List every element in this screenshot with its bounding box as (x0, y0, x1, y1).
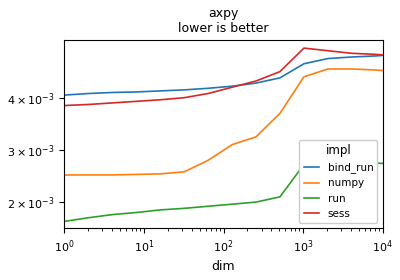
numpy (86, 173, 91, 177)
bind_run (302, 62, 306, 66)
bind_run (206, 87, 210, 90)
run (373, 161, 378, 165)
numpy (373, 68, 378, 72)
bind_run (158, 89, 163, 93)
run (380, 162, 385, 165)
sess (373, 53, 378, 56)
run (350, 160, 354, 164)
run (62, 220, 67, 223)
numpy (62, 173, 67, 177)
run (278, 195, 282, 199)
sess (134, 100, 139, 103)
numpy (254, 135, 258, 139)
run (326, 160, 330, 163)
numpy (350, 67, 354, 71)
run (302, 163, 306, 166)
numpy (110, 173, 115, 177)
numpy (278, 112, 282, 115)
bind_run (350, 55, 354, 59)
bind_run (230, 85, 234, 88)
run (134, 211, 139, 214)
run (158, 208, 163, 212)
bind_run (62, 94, 67, 97)
bind_run (380, 54, 385, 57)
sess (158, 98, 163, 101)
numpy (302, 75, 306, 78)
bind_run (86, 92, 91, 95)
sess (86, 103, 91, 106)
bind_run (278, 76, 282, 80)
X-axis label: dim: dim (212, 260, 235, 273)
numpy (206, 159, 210, 162)
sess (230, 86, 234, 89)
sess (110, 101, 115, 105)
sess (254, 79, 258, 83)
Legend: bind_run, numpy, run, sess: bind_run, numpy, run, sess (300, 140, 378, 223)
sess (182, 96, 186, 99)
Line: run: run (64, 161, 383, 221)
run (182, 207, 186, 210)
sess (326, 49, 330, 52)
numpy (326, 67, 330, 71)
sess (206, 92, 210, 95)
numpy (380, 69, 385, 72)
bind_run (373, 54, 378, 58)
sess (302, 46, 306, 50)
sess (380, 53, 385, 57)
Line: bind_run: bind_run (64, 55, 383, 95)
run (230, 202, 234, 206)
numpy (182, 170, 186, 174)
bind_run (182, 88, 186, 92)
run (110, 213, 115, 216)
sess (350, 52, 354, 55)
bind_run (254, 81, 258, 85)
numpy (134, 173, 139, 176)
numpy (230, 143, 234, 146)
run (206, 205, 210, 208)
run (86, 216, 91, 220)
Line: sess: sess (64, 48, 383, 106)
Line: numpy: numpy (64, 69, 383, 175)
numpy (158, 172, 163, 176)
run (254, 200, 258, 204)
bind_run (110, 91, 115, 94)
sess (62, 104, 67, 107)
sess (278, 70, 282, 73)
Title: axpy
lower is better: axpy lower is better (178, 7, 269, 35)
bind_run (134, 90, 139, 94)
bind_run (326, 57, 330, 60)
